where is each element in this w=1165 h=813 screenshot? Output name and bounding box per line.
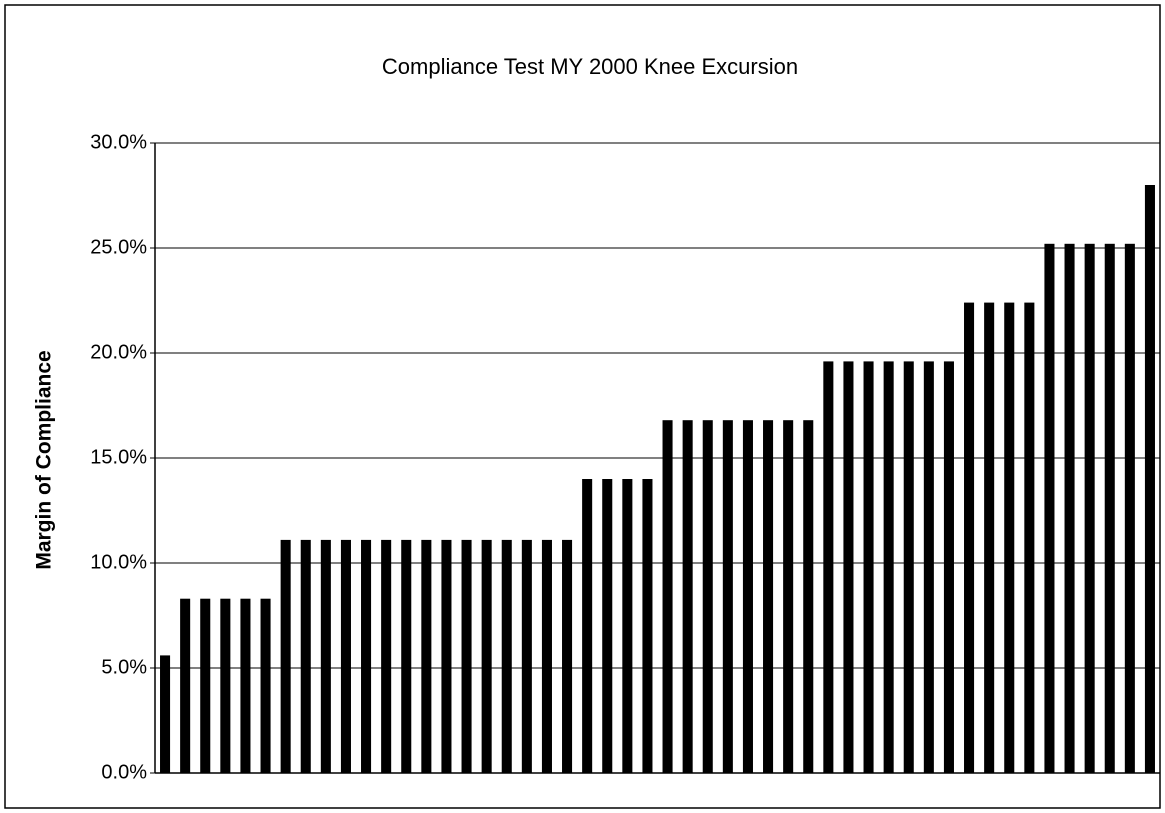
bar (662, 420, 673, 773)
bar (582, 479, 593, 773)
bar (1044, 243, 1055, 774)
bar (843, 361, 854, 773)
bar (783, 420, 794, 773)
bar (863, 361, 874, 773)
bar (280, 539, 291, 773)
bar (722, 420, 733, 773)
bar (381, 539, 392, 773)
bar (401, 539, 412, 773)
bar (340, 539, 351, 773)
bar (823, 361, 834, 773)
y-tick-label: 5.0% (101, 656, 147, 678)
bar (361, 539, 372, 773)
bar (883, 361, 894, 773)
bar (803, 420, 814, 773)
bar (441, 539, 452, 773)
bar (200, 598, 211, 773)
bar (1124, 243, 1135, 774)
bar (240, 598, 251, 773)
bar (481, 539, 492, 773)
bar (943, 361, 954, 773)
bar (622, 479, 633, 773)
bar (461, 539, 472, 773)
y-tick-label: 0.0% (101, 761, 147, 783)
bar (923, 361, 934, 773)
y-axis-label: Margin of Compliance (33, 350, 56, 569)
bar (1104, 243, 1115, 774)
y-tick-label: 30.0% (90, 131, 147, 153)
bar (160, 655, 171, 773)
bar (220, 598, 231, 773)
bar (682, 420, 693, 773)
bar (984, 302, 995, 773)
bar (742, 420, 753, 773)
bar (1004, 302, 1015, 773)
y-tick-label: 10.0% (90, 551, 147, 573)
bar (300, 539, 311, 773)
bar (702, 420, 713, 773)
bar (421, 539, 432, 773)
bar (320, 539, 331, 773)
bar (964, 302, 975, 773)
bar (501, 539, 512, 773)
bar (180, 598, 191, 773)
bar (903, 361, 914, 773)
bar (260, 598, 271, 773)
chart-title: Compliance Test MY 2000 Knee Excursion (382, 54, 798, 79)
bar (602, 479, 613, 773)
bar (1024, 302, 1035, 773)
bar (562, 539, 573, 773)
bar (763, 420, 774, 773)
y-tick-label: 20.0% (90, 341, 147, 363)
y-tick-label: 15.0% (90, 446, 147, 468)
bar (1064, 243, 1075, 774)
bar (642, 479, 653, 773)
bar (541, 539, 552, 773)
bar (1084, 243, 1095, 774)
bar (1144, 185, 1155, 773)
y-tick-label: 25.0% (90, 236, 147, 258)
bar (521, 539, 532, 773)
